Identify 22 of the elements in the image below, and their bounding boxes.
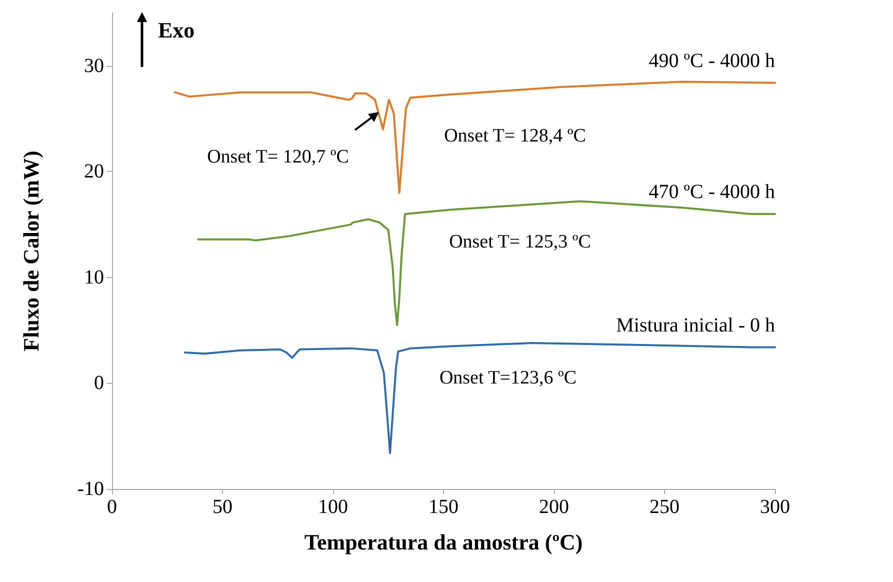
y-tick-label: 10 xyxy=(84,266,104,288)
y-tick-label: 0 xyxy=(94,372,104,394)
x-tick-label: 300 xyxy=(760,496,790,518)
y-tick-label: 20 xyxy=(84,160,104,183)
x-tick-label: 100 xyxy=(318,496,348,518)
y-axis-title: Fluxo de Calor (mW) xyxy=(18,150,44,352)
series-label: Mistura inicial - 0 h xyxy=(616,314,775,336)
annotation: Onset T= 128,4 ºC xyxy=(444,126,586,146)
annotation: Onset T= 125,3 ºC xyxy=(449,232,591,252)
annotation: Exo xyxy=(158,18,195,42)
y-tick-label: 30 xyxy=(84,54,104,77)
y-tick-label: -10 xyxy=(77,478,104,500)
annotation: Onset T= 120,7 ºC xyxy=(207,146,349,168)
annotation: Onset T=123,6 ºC xyxy=(439,368,577,388)
series-label: 490 ºC - 4000 h xyxy=(648,50,775,72)
x-tick-label: 250 xyxy=(650,496,680,518)
x-tick-label: 150 xyxy=(428,496,458,518)
x-axis-title: Temperatura da amostra (ºC) xyxy=(304,530,583,554)
x-tick-label: 200 xyxy=(539,496,569,518)
line-series xyxy=(184,342,776,454)
series-label: 470 ºC - 4000 h xyxy=(648,180,775,203)
x-tick-label: 50 xyxy=(212,496,232,518)
